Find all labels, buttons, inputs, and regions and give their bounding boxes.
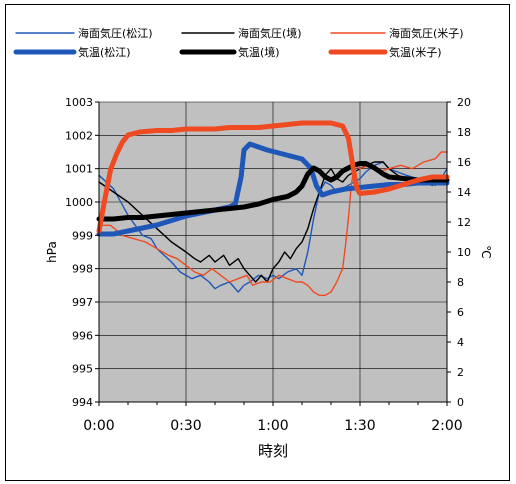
x-tick-label: 2:00 [431, 418, 462, 434]
right-tick-label: 12 [457, 216, 471, 229]
legend-label-5: 気温(米子) [389, 45, 442, 59]
left-tick-label: 1001 [65, 163, 93, 176]
x-tick-label: 0:00 [83, 418, 114, 434]
left-tick-label: 999 [72, 229, 93, 242]
left-axis-title: hPa [45, 241, 59, 263]
x-tick-label: 0:30 [170, 418, 201, 434]
left-tick-label: 998 [72, 263, 93, 276]
series-line-5 [96, 120, 450, 234]
legend: 海面気圧(松江) 海面気圧(境) 海面気圧(米子) 気温(松江) 気温(境) 気温(米子) [13, 26, 464, 59]
series-line-1 [98, 161, 448, 283]
right-tick-label: 18 [457, 126, 471, 139]
x-tick-label: 1:30 [344, 418, 375, 434]
right-tick-label: 16 [457, 156, 471, 169]
right-axis-title: ℃ [479, 245, 493, 258]
left-tick-label: 995 [72, 363, 93, 376]
right-tick-label: 8 [457, 276, 464, 289]
right-tick-label: 4 [457, 336, 464, 349]
legend-label-0: 海面気圧(松江) [78, 26, 153, 40]
left-tick-label: 994 [72, 396, 93, 409]
left-tick-label: 996 [72, 329, 93, 342]
x-axis-title: 時刻 [258, 442, 288, 460]
x-tick-label: 1:00 [257, 418, 288, 434]
right-tick-label: 14 [457, 186, 471, 199]
right-tick-label: 20 [457, 96, 471, 109]
left-tick-label: 997 [72, 296, 93, 309]
x-axis-ticks: 0:00 0:30 1:00 1:30 2:00 [83, 402, 463, 434]
legend-label-4: 気温(境) [238, 45, 280, 59]
left-tick-label: 1000 [65, 196, 93, 209]
legend-label-3: 気温(松江) [78, 45, 131, 59]
left-tick-label: 1002 [65, 129, 93, 142]
series-line-4 [96, 161, 450, 222]
right-tick-label: 10 [457, 246, 471, 259]
series-line-3 [96, 141, 450, 237]
legend-label-2: 海面気圧(米子) [389, 26, 464, 40]
right-tick-label: 2 [457, 366, 464, 379]
left-axis-ticks: 994 995 996 997 998 999 1000 1001 1002 1003 [65, 96, 99, 409]
right-tick-label: 6 [457, 306, 464, 319]
series-layer [96, 120, 450, 296]
left-tick-label: 1003 [65, 96, 93, 109]
right-axis-ticks: 0 2 4 6 8 10 12 14 16 18 20 [447, 96, 471, 409]
right-tick-label: 0 [457, 396, 464, 409]
legend-label-1: 海面気圧(境) [238, 26, 302, 40]
